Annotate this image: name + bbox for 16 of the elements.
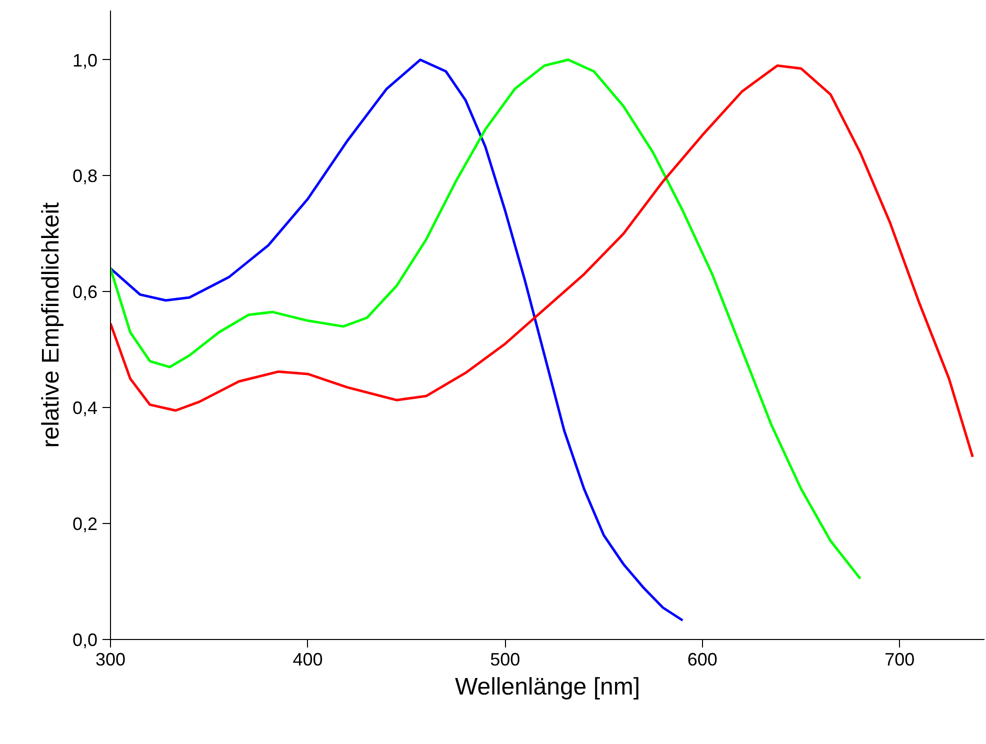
x-axis-title: Wellenlänge [nm] (455, 674, 640, 700)
line-series (110, 58, 862, 580)
y-tick-label: 0,0 (72, 630, 98, 650)
x-tick-label: 600 (687, 650, 718, 670)
line-series (110, 64, 974, 458)
y-tick-label: 0,8 (72, 166, 98, 186)
x-tick-label: 500 (490, 650, 520, 670)
y-tick-label: 1,0 (72, 50, 98, 70)
y-tick-label: 0,4 (72, 398, 98, 418)
line-series (110, 58, 684, 622)
x-tick-label: 300 (95, 650, 126, 670)
x-tick-label: 400 (292, 650, 323, 670)
y-axis-title: relative Empfindlichkeit (37, 202, 64, 448)
x-tick-label: 700 (884, 650, 915, 670)
y-tick-label: 0,2 (72, 514, 98, 534)
y-tick-label: 0,6 (72, 282, 98, 302)
